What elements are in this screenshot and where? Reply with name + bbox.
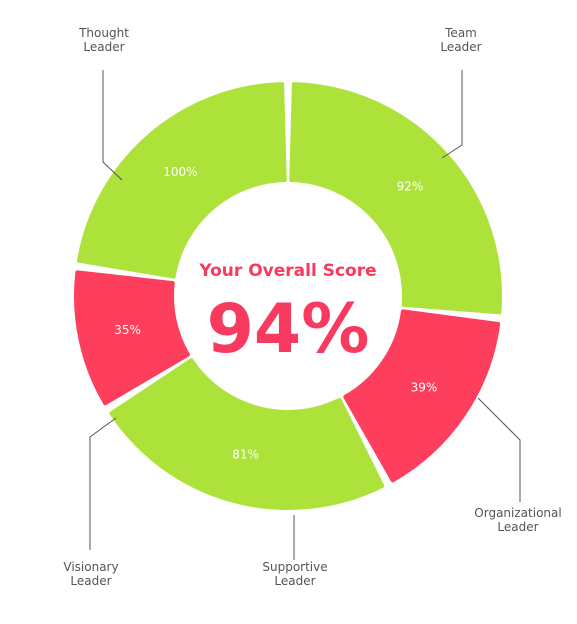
segment-organizational-leader (343, 309, 501, 483)
segment-thought-leader (76, 82, 287, 279)
category-label-line: Supportive (262, 560, 327, 574)
leader-line-team-leader (441, 70, 463, 159)
overall-score-value: 94% (207, 290, 370, 369)
segment-visionary-leader (74, 270, 190, 406)
value-label-visionary-leader: 35% (114, 323, 141, 337)
segment-supportive-leader (109, 358, 385, 510)
category-label-team-leader: Team Leader (440, 26, 481, 54)
segments-layer (74, 82, 502, 510)
category-label-line: Leader (440, 40, 481, 54)
value-label-team-leader: 92% (397, 179, 424, 193)
segment-team-leader (289, 82, 502, 315)
category-label-organizational-leader: Organizational Leader (474, 506, 561, 534)
leader-line-thought-leader (102, 70, 123, 181)
category-label-line: Thought (78, 26, 129, 40)
value-label-supportive-leader: 81% (232, 447, 259, 461)
leader-line-visionary-leader (89, 417, 117, 550)
category-label-line: Visionary (63, 560, 118, 574)
leader-line-organizational-leader (477, 397, 521, 502)
category-label-line: Leader (83, 40, 124, 54)
chart-title: Your Overall Score (198, 261, 376, 281)
value-label-thought-leader: 100% (163, 165, 197, 179)
category-label-line: Leader (70, 574, 111, 588)
category-label-line: Leader (274, 574, 315, 588)
category-label-thought-leader: Thought Leader (78, 26, 129, 54)
category-label-line: Organizational (474, 506, 561, 520)
category-label-line: Leader (497, 520, 538, 534)
category-label-line: Team (444, 26, 477, 40)
category-label-supportive-leader: Supportive Leader (262, 560, 327, 588)
value-label-organizational-leader: 39% (411, 381, 438, 395)
leader-lines-layer (89, 70, 521, 560)
category-label-visionary-leader: Visionary Leader (63, 560, 118, 588)
